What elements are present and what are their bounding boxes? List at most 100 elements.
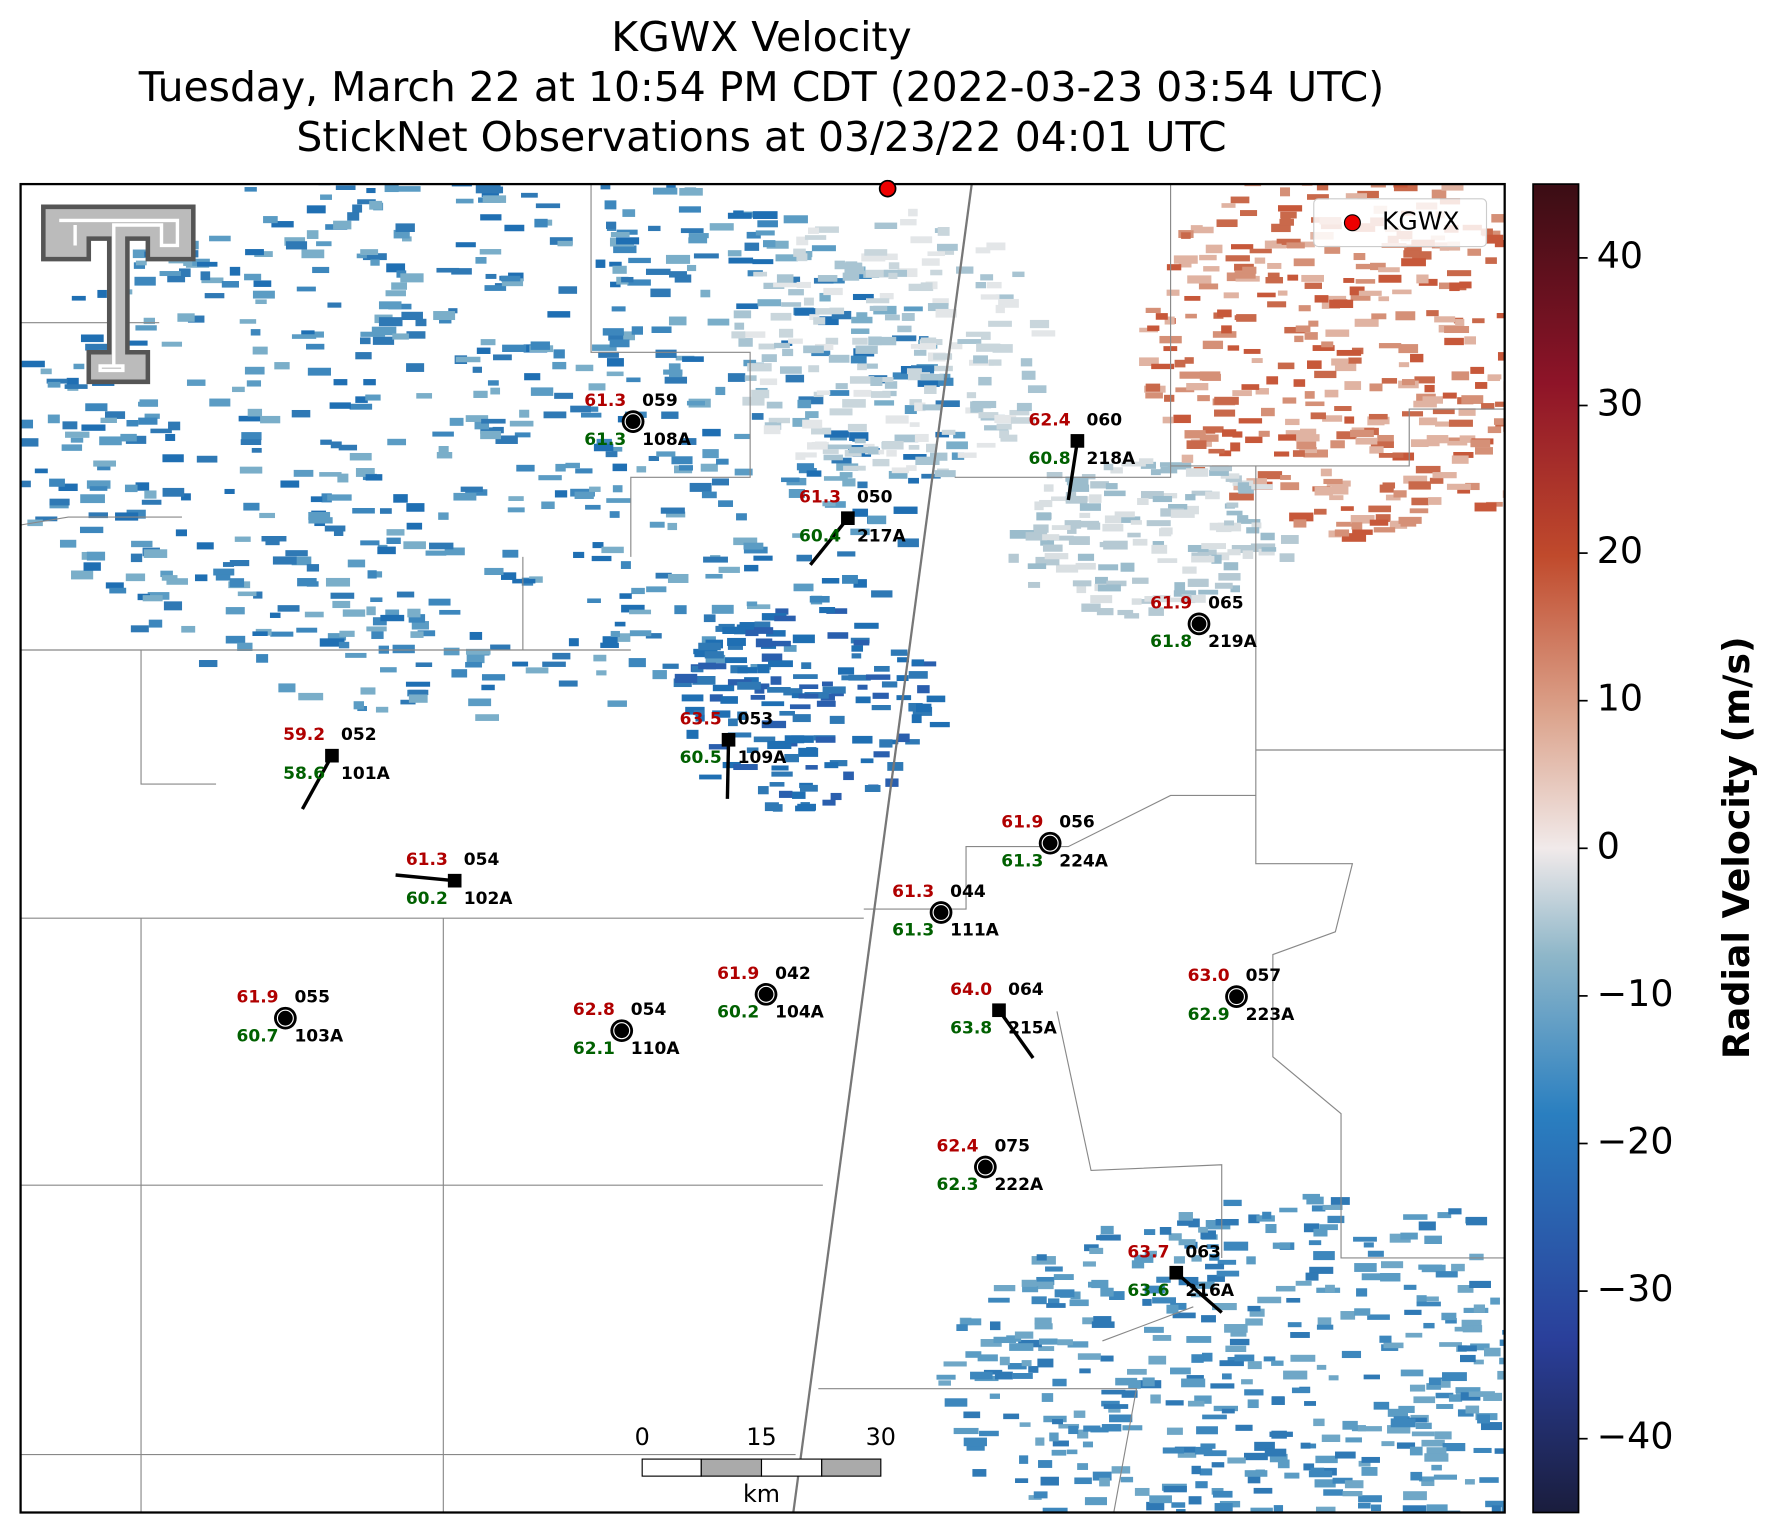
radar-gate — [585, 406, 599, 412]
radar-gate — [620, 561, 631, 569]
radar-gate — [1355, 437, 1378, 445]
radar-gate — [142, 595, 163, 602]
radar-gate — [104, 411, 126, 419]
radar-gate — [1184, 1519, 1193, 1525]
radar-gate — [1040, 1476, 1059, 1486]
radar-gate — [1206, 1244, 1219, 1250]
radar-gate — [1142, 1377, 1155, 1387]
radar-gate — [1266, 376, 1279, 385]
radar-gate — [1096, 1235, 1112, 1241]
radar-gate — [1341, 1350, 1362, 1359]
temperature: 63.7 — [1127, 1242, 1169, 1262]
radar-gate — [1520, 1332, 1534, 1338]
radar-gate — [1408, 481, 1431, 490]
radar-gate — [1517, 441, 1533, 447]
radar-gate — [1234, 271, 1256, 279]
radar-gate — [924, 385, 937, 394]
radar-gate — [802, 419, 823, 429]
radar-gate — [797, 803, 816, 811]
radar-gate — [1402, 411, 1424, 417]
radar-gate — [823, 454, 843, 461]
radar-gate — [733, 764, 758, 771]
radar-gate — [650, 288, 671, 298]
scale-label: 30 — [866, 1423, 896, 1451]
radar-gate — [1177, 1220, 1190, 1226]
radar-gate — [508, 496, 524, 501]
radar-gate — [495, 435, 518, 444]
colorbar-label: Radial Velocity (m/s) — [1715, 636, 1758, 1059]
radar-gate — [1407, 1417, 1427, 1423]
radar-gate — [1287, 274, 1299, 281]
radar-gate — [937, 227, 950, 236]
radar-gate — [1300, 428, 1317, 436]
radar-gate — [1418, 1221, 1436, 1231]
radar-gate — [1077, 1353, 1101, 1360]
radar-gate — [250, 329, 261, 336]
radar-gate — [1398, 1405, 1415, 1413]
radar-gate — [1314, 1479, 1336, 1488]
radar-gate — [1350, 429, 1374, 438]
radar-gate — [541, 501, 555, 509]
radar-gate — [1251, 522, 1262, 529]
radar-gate — [1225, 255, 1250, 262]
radar-gate — [770, 676, 782, 685]
radar-gate — [977, 1354, 998, 1362]
radar-gate — [1070, 1291, 1081, 1300]
radar-gate — [1230, 1329, 1247, 1337]
radar-gate — [739, 622, 762, 627]
radar-gate — [1170, 1367, 1191, 1375]
radar-gate — [80, 334, 104, 343]
radar-gate — [1418, 417, 1438, 426]
radar-gate — [1519, 1267, 1533, 1273]
radar-gate — [1439, 282, 1457, 290]
radar-gate — [705, 573, 723, 579]
radar-gate — [347, 559, 366, 568]
radar-gate — [342, 609, 366, 617]
radar-gate — [1350, 292, 1371, 301]
radar-gate — [1103, 1404, 1129, 1409]
radar-gate — [1465, 482, 1480, 491]
radar-gate — [743, 542, 764, 550]
radar-gate — [237, 642, 253, 651]
radar-gate — [767, 640, 791, 647]
radar-gate — [1066, 1449, 1078, 1455]
colorbar-tick-label: 10 — [1597, 677, 1643, 720]
radar-gate — [1358, 1502, 1371, 1509]
scale-segment — [821, 1458, 882, 1477]
radar-gate — [160, 570, 173, 578]
radar-gate — [865, 298, 890, 304]
radar-gate — [1200, 1230, 1216, 1240]
radar-gate — [150, 428, 172, 434]
radar-gate — [1343, 277, 1355, 283]
radar-gate — [554, 392, 574, 399]
temperature: 63.5 — [680, 709, 722, 729]
radar-gate — [375, 706, 389, 713]
radar-gate — [1025, 532, 1048, 541]
radar-gate — [201, 277, 224, 284]
radar-gate — [957, 452, 977, 458]
radar-gate — [698, 662, 716, 670]
radar-gate — [1508, 473, 1530, 481]
radar-gate — [1609, 1486, 1621, 1495]
radar-gate — [83, 562, 101, 571]
radar-gate — [727, 373, 746, 382]
radar-gate — [1190, 1292, 1207, 1298]
radar-gate — [1191, 555, 1215, 563]
radar-gate — [429, 542, 454, 550]
radar-gate — [908, 208, 918, 217]
radar-gate — [130, 625, 149, 633]
radar-gate — [1009, 529, 1034, 539]
radar-gate — [994, 1371, 1013, 1380]
radar-gate — [480, 430, 502, 440]
radar-gate — [1404, 1309, 1422, 1315]
radar-gate — [1036, 1254, 1047, 1261]
radar-gate — [1381, 1441, 1395, 1447]
radar-gate — [724, 657, 748, 664]
radar-gate — [688, 237, 708, 244]
radar-gate — [1513, 366, 1525, 375]
colorbar-scale — [1532, 183, 1580, 1514]
radar-gate — [867, 446, 879, 455]
radar-gate — [1036, 512, 1052, 521]
radar-gate — [225, 635, 246, 644]
radar-gate — [1367, 416, 1390, 425]
